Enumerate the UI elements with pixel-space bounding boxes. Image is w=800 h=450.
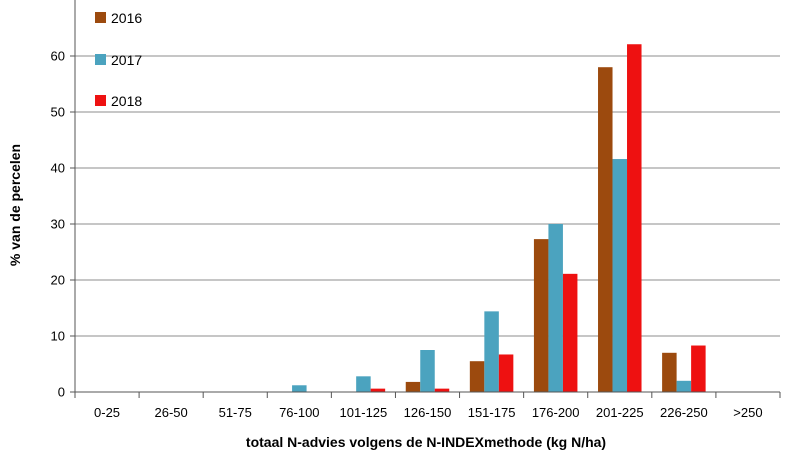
legend-label-2018: 2018 (111, 93, 142, 109)
bar-2017-126-150 (420, 350, 435, 392)
legend-swatch-2017 (95, 54, 106, 65)
y-tick-label-0: 0 (58, 385, 65, 400)
x-tick-label-7: 176-200 (532, 405, 580, 420)
y-tick-label-60: 60 (51, 49, 65, 64)
y-tick-label-30: 30 (51, 217, 65, 232)
bar-2018-126-150 (434, 388, 450, 392)
y-tick-label-50: 50 (51, 105, 65, 120)
bar-2016-226-250 (662, 352, 677, 392)
legend-label-2016: 2016 (111, 10, 142, 26)
legend-swatch-2016 (95, 12, 106, 23)
legend-item-2018: 2018 (95, 93, 142, 109)
x-tick-label-10: >250 (733, 405, 762, 420)
bar-2016-176-200 (533, 239, 549, 392)
bar-2017-101-125 (356, 376, 371, 392)
bar-2018-101-125 (370, 388, 386, 392)
bar-2018-226-250 (691, 345, 706, 392)
bar-2018-151-175 (498, 354, 514, 392)
x-tick-label-8: 201-225 (596, 405, 644, 420)
x-tick-label-1: 26-50 (155, 405, 188, 420)
y-axis-title: % van de percelen (7, 144, 23, 266)
bar-2017-201-225 (612, 159, 628, 392)
y-tick-label-20: 20 (51, 273, 65, 288)
y-tick-labels: 0 10 20 30 40 50 60 (51, 49, 65, 400)
bar-2018-176-200 (562, 273, 578, 392)
y-tick-label-40: 40 (51, 161, 65, 176)
bar-2018-201-225 (627, 44, 642, 393)
bar-2016-201-225 (598, 67, 613, 392)
x-tick-label-2: 51-75 (219, 405, 252, 420)
x-tick-label-5: 126-150 (404, 405, 452, 420)
x-tick-labels: 0-25 26-50 51-75 76-100 101-125 126-150 151-17… (94, 405, 763, 420)
bar-2016-151-175 (469, 361, 485, 392)
legend: 2016 2017 2018 (95, 10, 142, 109)
x-tick-label-0: 0-25 (94, 405, 120, 420)
legend-item-2016: 2016 (95, 10, 142, 26)
bars (292, 44, 706, 393)
gridlines (75, 55, 780, 337)
y-tick-label-10: 10 (51, 329, 65, 344)
x-tick-label-9: 226-250 (660, 405, 708, 420)
bar-2017-76-100 (292, 385, 307, 392)
bar-2017-176-200 (548, 224, 563, 392)
x-tick-label-3: 76-100 (279, 405, 319, 420)
x-tick-label-4: 101-125 (340, 405, 388, 420)
legend-label-2017: 2017 (111, 52, 142, 68)
bar-2017-226-250 (676, 380, 692, 392)
bar-2016-126-150 (405, 381, 421, 392)
x-axis-title: totaal N-advies volgens de N-INDEXmethod… (246, 434, 606, 450)
axes (70, 0, 781, 398)
legend-item-2017: 2017 (95, 52, 142, 68)
legend-swatch-2018 (95, 95, 106, 106)
x-tick-label-6: 151-175 (468, 405, 516, 420)
bar-2017-151-175 (484, 311, 499, 392)
